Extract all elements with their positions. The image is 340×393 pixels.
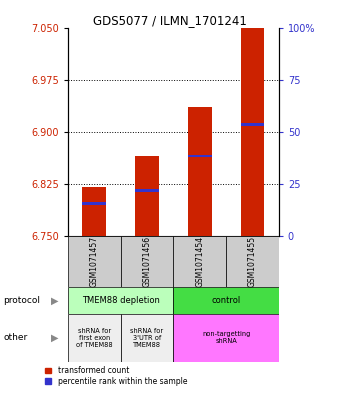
Bar <box>83 202 106 205</box>
Text: shRNA for
first exon
of TMEM88: shRNA for first exon of TMEM88 <box>76 328 113 348</box>
Bar <box>173 236 226 287</box>
Text: TMEM88 depletion: TMEM88 depletion <box>82 296 160 305</box>
Bar <box>68 314 121 362</box>
Bar <box>173 287 279 314</box>
Bar <box>188 107 211 236</box>
Text: other: other <box>3 334 28 342</box>
Bar <box>121 314 173 362</box>
Text: control: control <box>211 296 241 305</box>
Bar <box>241 28 264 236</box>
Bar <box>226 236 279 287</box>
Text: protocol: protocol <box>3 296 40 305</box>
Bar <box>68 287 173 314</box>
Legend: transformed count, percentile rank within the sample: transformed count, percentile rank withi… <box>45 365 188 386</box>
Bar <box>173 314 279 362</box>
Bar <box>83 187 106 236</box>
Bar <box>68 236 121 287</box>
Bar <box>121 236 173 287</box>
Text: GSM1071456: GSM1071456 <box>142 236 152 287</box>
Bar <box>241 123 264 126</box>
Text: non-targetting
shRNA: non-targetting shRNA <box>202 331 250 345</box>
Text: ▶: ▶ <box>51 333 58 343</box>
Text: shRNA for
3'UTR of
TMEM88: shRNA for 3'UTR of TMEM88 <box>131 328 164 348</box>
Text: GSM1071455: GSM1071455 <box>248 236 257 287</box>
Bar <box>135 189 159 192</box>
Bar <box>188 154 211 157</box>
Bar <box>135 156 159 236</box>
Text: GDS5077 / ILMN_1701241: GDS5077 / ILMN_1701241 <box>93 14 247 27</box>
Text: GSM1071454: GSM1071454 <box>195 236 204 287</box>
Text: GSM1071457: GSM1071457 <box>90 236 99 287</box>
Text: ▶: ▶ <box>51 296 58 306</box>
